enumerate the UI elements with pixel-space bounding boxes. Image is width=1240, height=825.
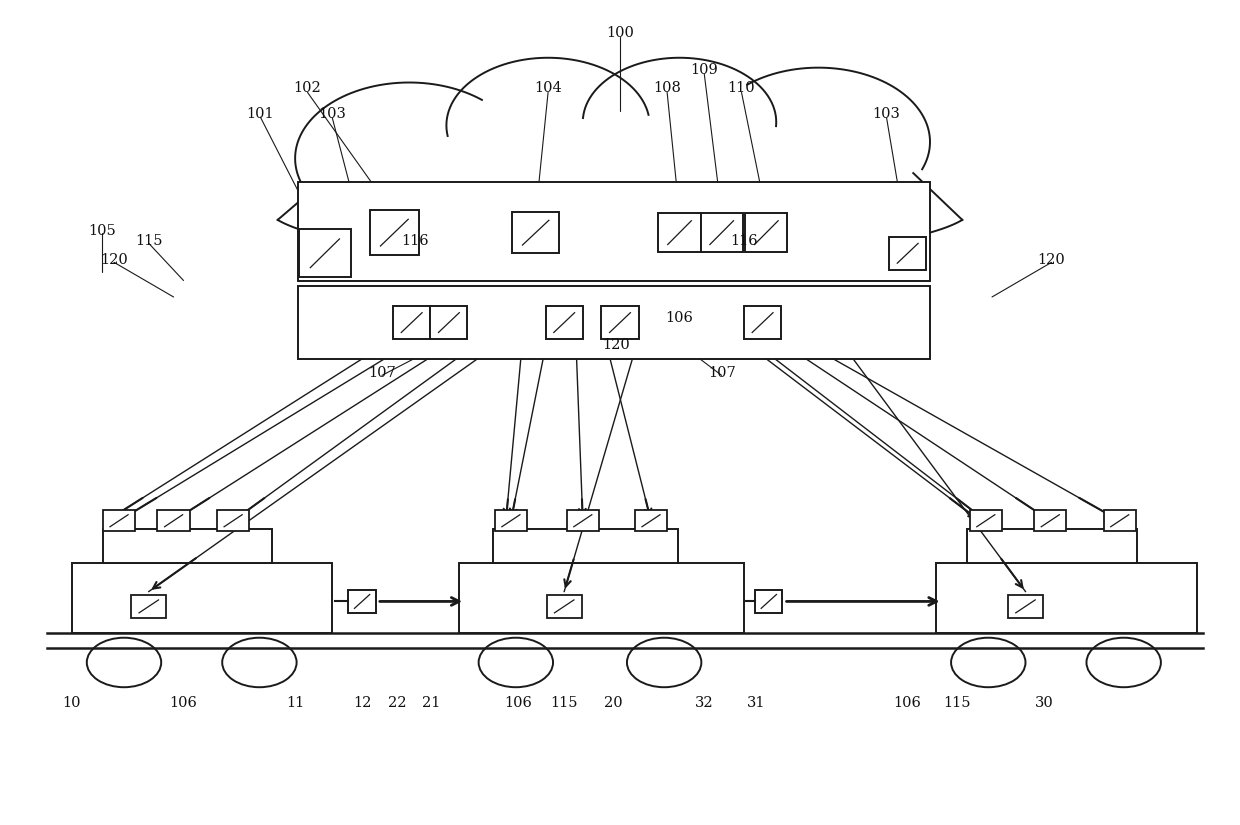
Bar: [370, 210, 419, 255]
Bar: [936, 563, 1197, 633]
Bar: [157, 510, 190, 531]
Text: 106: 106: [666, 311, 693, 324]
Text: 115: 115: [135, 234, 162, 248]
Text: 120: 120: [100, 253, 128, 266]
Text: 103: 103: [873, 107, 900, 120]
Bar: [967, 529, 1137, 563]
Circle shape: [707, 68, 930, 216]
Bar: [744, 306, 781, 339]
Bar: [393, 306, 430, 339]
Bar: [217, 510, 249, 531]
Text: 102: 102: [294, 82, 321, 95]
Text: 108: 108: [653, 82, 681, 95]
Bar: [430, 306, 467, 339]
Bar: [1104, 510, 1136, 531]
Bar: [512, 212, 559, 253]
Text: 106: 106: [894, 696, 921, 710]
Bar: [567, 510, 599, 531]
Bar: [131, 595, 166, 618]
Text: 120: 120: [603, 338, 630, 351]
Bar: [103, 510, 135, 531]
Text: 109: 109: [691, 64, 718, 77]
Bar: [546, 306, 583, 339]
Bar: [601, 306, 639, 339]
Text: 115: 115: [551, 696, 578, 710]
Text: 30: 30: [1034, 696, 1054, 710]
Text: 22: 22: [388, 696, 405, 710]
Text: 103: 103: [319, 107, 346, 120]
Text: 21: 21: [423, 696, 440, 710]
Circle shape: [583, 58, 776, 186]
Text: 115: 115: [944, 696, 971, 710]
Bar: [745, 213, 787, 252]
Text: 31: 31: [748, 696, 765, 710]
Bar: [348, 590, 376, 613]
Text: 104: 104: [534, 82, 562, 95]
Text: 101: 101: [247, 107, 274, 120]
Circle shape: [446, 58, 650, 193]
Text: 105: 105: [88, 224, 115, 238]
Text: 116: 116: [402, 234, 429, 248]
Text: 107: 107: [368, 366, 396, 380]
Bar: [1034, 510, 1066, 531]
Bar: [495, 510, 527, 531]
Bar: [889, 237, 926, 270]
Text: 20: 20: [604, 696, 624, 710]
Bar: [299, 229, 351, 277]
Text: 106: 106: [170, 696, 197, 710]
Bar: [755, 590, 782, 613]
Bar: [298, 286, 930, 359]
Text: 11: 11: [286, 696, 304, 710]
Text: 32: 32: [694, 696, 714, 710]
Text: 12: 12: [353, 696, 371, 710]
Bar: [298, 182, 930, 280]
Bar: [658, 213, 701, 252]
Text: 110: 110: [728, 82, 755, 95]
Text: 10: 10: [63, 696, 81, 710]
Bar: [72, 563, 332, 633]
Bar: [547, 595, 582, 618]
Bar: [701, 213, 743, 252]
Text: 106: 106: [505, 696, 532, 710]
Bar: [459, 563, 744, 633]
Bar: [103, 529, 273, 563]
Text: 100: 100: [606, 26, 634, 40]
Text: 107: 107: [708, 366, 735, 380]
Bar: [635, 510, 667, 531]
Circle shape: [295, 82, 523, 234]
Text: 116: 116: [730, 234, 758, 248]
Ellipse shape: [267, 152, 973, 261]
Text: 120: 120: [1038, 253, 1065, 266]
Bar: [494, 529, 678, 563]
Bar: [970, 510, 1002, 531]
Bar: [1008, 595, 1043, 618]
